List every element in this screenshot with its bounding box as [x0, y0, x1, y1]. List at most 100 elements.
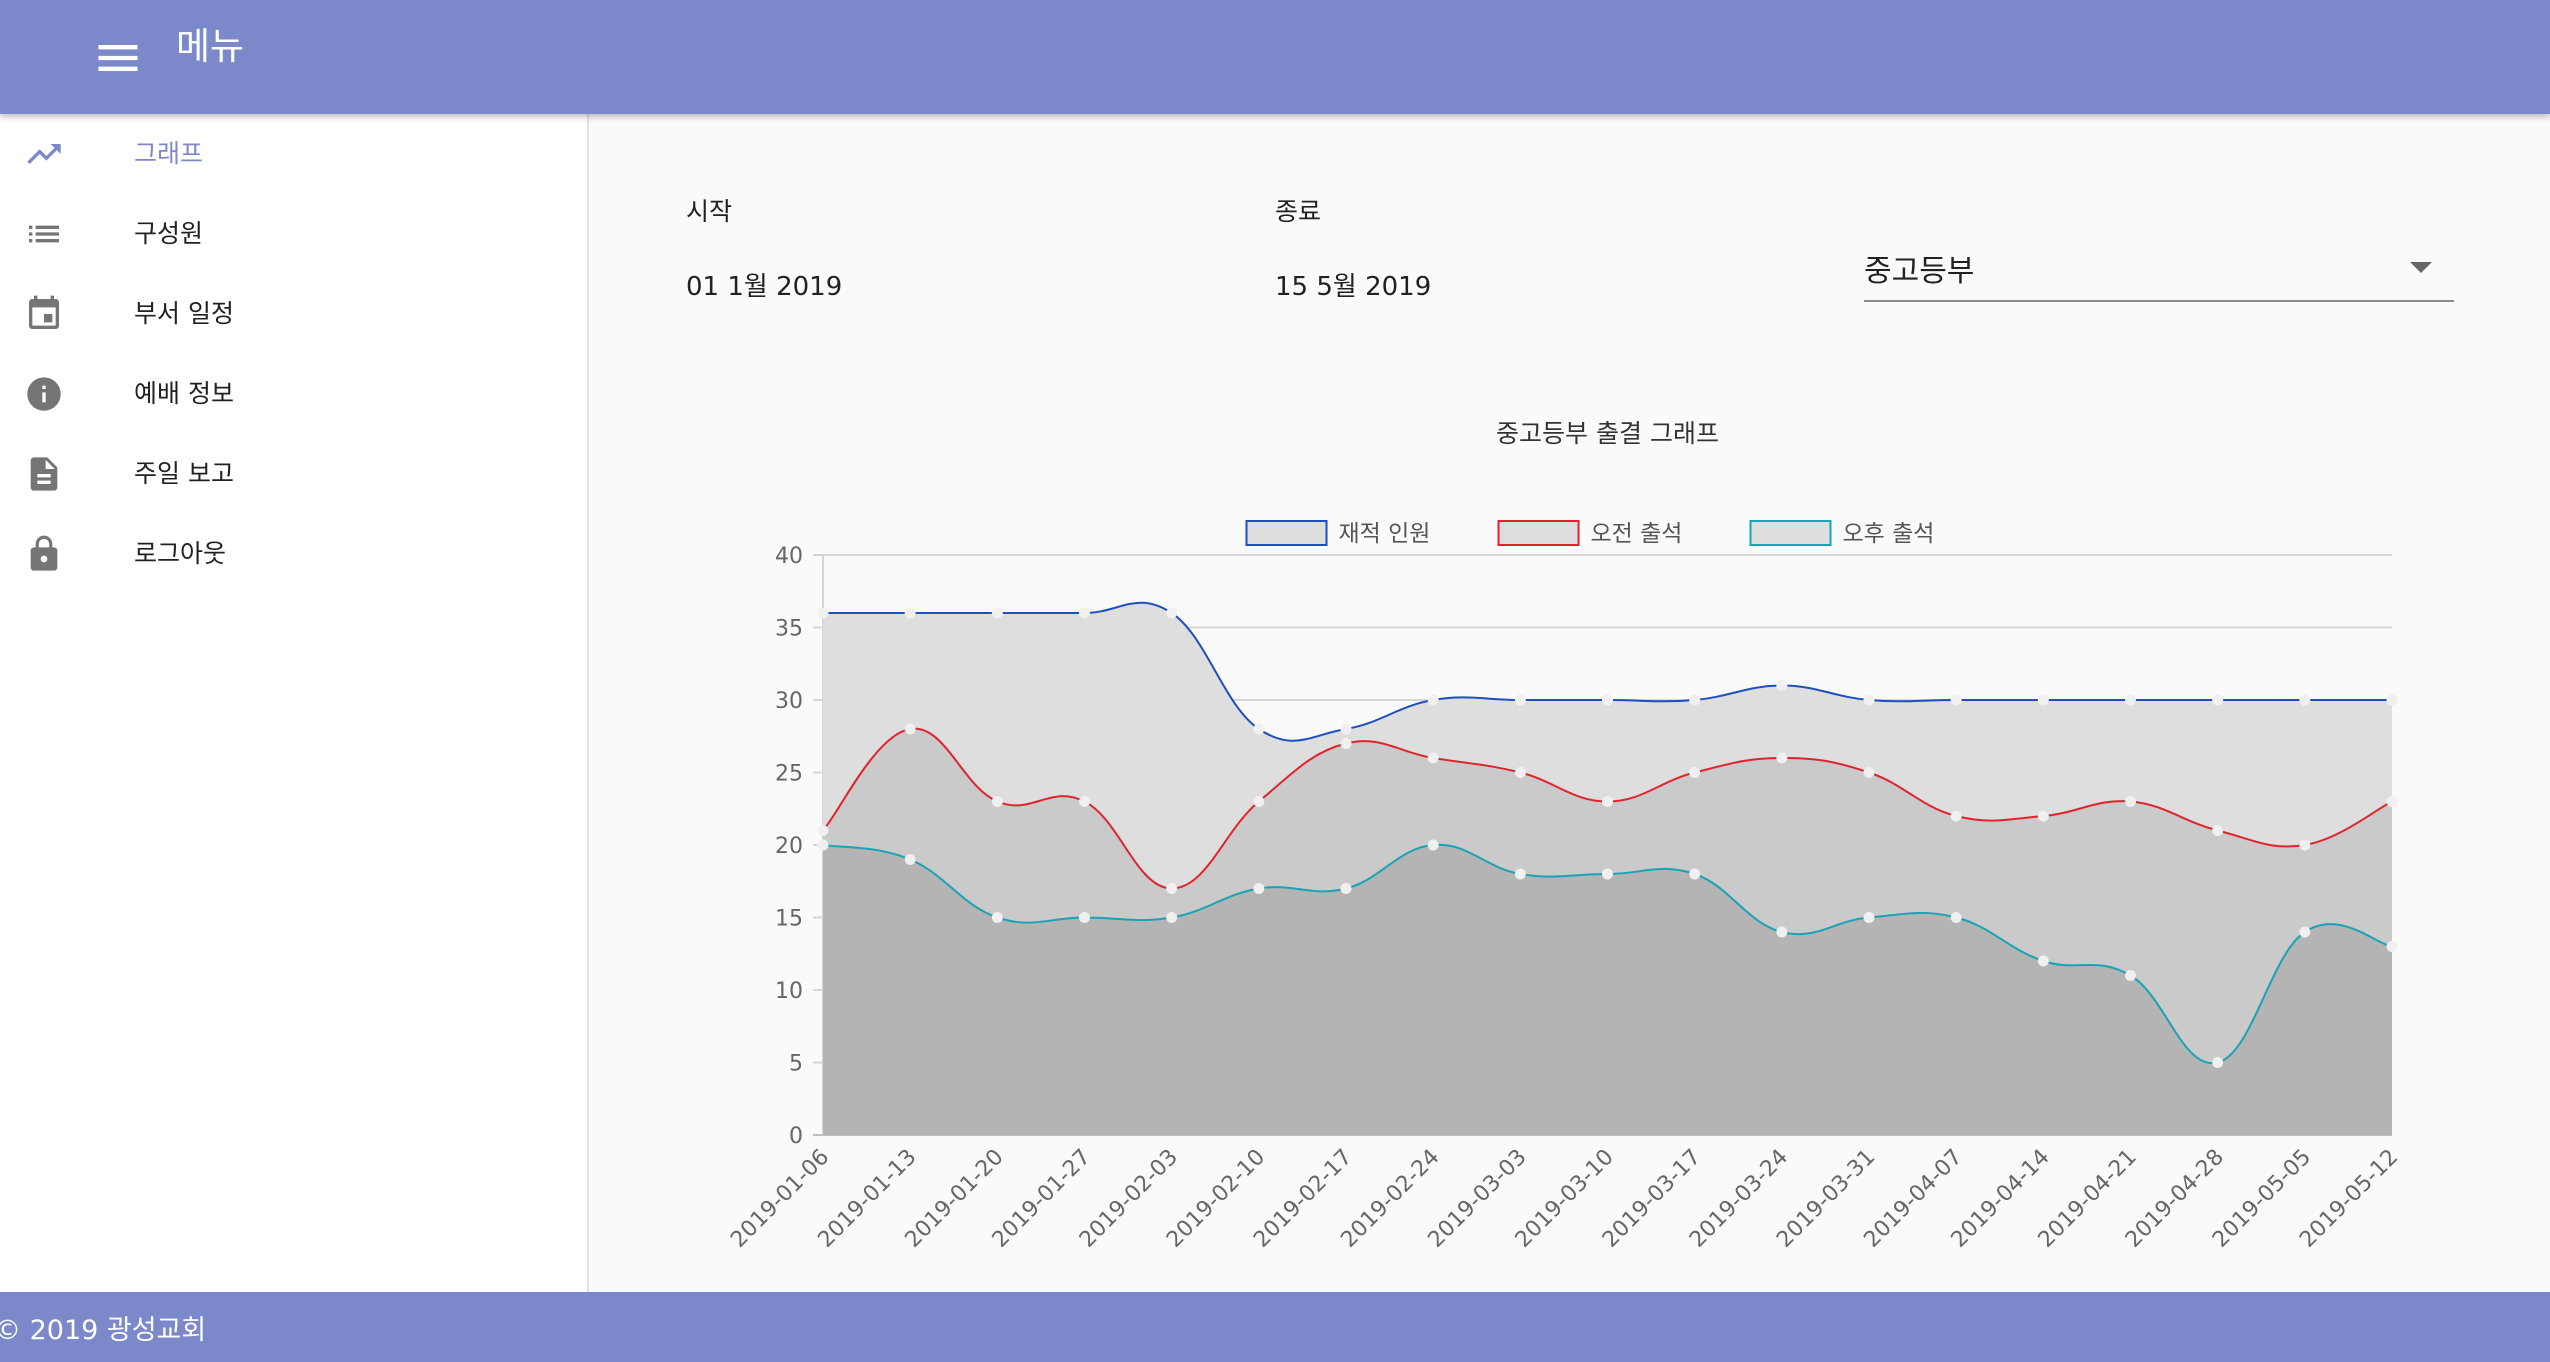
list-icon	[24, 214, 64, 254]
data-point	[817, 607, 829, 619]
y-tick-label: 25	[775, 762, 803, 787]
data-point	[2125, 694, 2136, 706]
data-point	[2299, 694, 2311, 706]
data-point	[2212, 825, 2224, 836]
data-point	[1776, 926, 1788, 938]
data-point	[1253, 796, 1265, 807]
app-title: 메뉴	[176, 25, 245, 68]
data-point	[1166, 883, 1178, 894]
start-date-label: 시작	[686, 197, 733, 226]
sidebar-item-label: 그래프	[134, 139, 204, 168]
data-point	[1427, 752, 1439, 764]
y-tick-label: 30	[775, 689, 803, 714]
data-point	[1427, 694, 1439, 706]
data-point	[2386, 941, 2398, 952]
data-point	[817, 839, 829, 851]
end-date-label: 종료	[1275, 197, 1322, 226]
data-point	[1514, 767, 1526, 778]
legend-swatch	[1497, 520, 1580, 546]
data-point	[2125, 796, 2136, 807]
data-point	[1253, 883, 1265, 894]
data-point	[1079, 607, 1090, 619]
document-icon	[24, 454, 64, 494]
data-point	[904, 854, 916, 865]
department-select-value: 중고등부	[1864, 254, 1975, 289]
end-date-field[interactable]: 15 5월 2019	[1275, 272, 1432, 302]
data-point	[1863, 912, 1875, 923]
sidebar-item-label: 로그아웃	[134, 539, 227, 568]
y-tick-label: 0	[789, 1124, 803, 1149]
data-point	[1514, 868, 1526, 880]
data-point	[1863, 694, 1875, 706]
main-content: 시작 01 1월 2019 종료 15 5월 2019 중고등부 중고등부 출결…	[589, 114, 2550, 1292]
data-point	[1602, 868, 1613, 880]
y-tick-label: 40	[775, 544, 803, 569]
app-bar: 메뉴	[0, 0, 2550, 114]
data-point	[2299, 926, 2311, 938]
data-point	[1689, 868, 1701, 880]
sidebar-item-label: 주일 보고	[134, 459, 234, 488]
hamburger-menu-icon[interactable]	[92, 32, 144, 84]
y-tick-label: 10	[775, 979, 803, 1004]
data-point	[2386, 694, 2398, 706]
sidebar-item-members[interactable]: 구성원	[0, 194, 587, 274]
data-point	[1602, 796, 1613, 807]
data-point	[1776, 680, 1788, 691]
data-point	[1776, 752, 1788, 764]
calendar-icon	[24, 294, 64, 334]
dropdown-arrow-icon	[2410, 262, 2432, 273]
sidebar-item-sunday-report[interactable]: 주일 보고	[0, 434, 587, 514]
lock-icon	[24, 534, 64, 574]
data-point	[1166, 912, 1178, 923]
department-select[interactable]: 중고등부	[1864, 228, 2454, 302]
y-tick-label: 15	[775, 907, 803, 932]
area-fill-series-3	[823, 844, 2392, 1135]
data-point	[904, 607, 916, 619]
attendance-chart: 중고등부 출결 그래프05101520253035402019-01-06201…	[726, 419, 2403, 1253]
legend-label: 오전 출석	[1591, 521, 1683, 547]
legend-swatch	[1245, 520, 1328, 546]
sidebar-item-schedule[interactable]: 부서 일정	[0, 274, 587, 354]
data-point	[1340, 723, 1352, 735]
data-point	[1253, 723, 1265, 735]
sidebar-item-worship-info[interactable]: 예배 정보	[0, 354, 587, 434]
legend-label: 재적 인원	[1339, 521, 1431, 547]
y-tick-label: 5	[789, 1052, 803, 1077]
footer-copyright: © 2019 광성교회	[0, 1315, 207, 1346]
footer: © 2019 광성교회	[0, 1292, 2550, 1362]
sidebar-item-label: 구성원	[134, 219, 204, 248]
chart-title: 중고등부 출결 그래프	[1496, 419, 1719, 448]
data-point	[2299, 839, 2311, 851]
data-point	[991, 796, 1003, 807]
data-point	[1602, 694, 1613, 706]
start-date-field[interactable]: 01 1월 2019	[686, 272, 843, 302]
data-point	[2386, 796, 2398, 807]
data-point	[991, 912, 1003, 923]
data-point	[2037, 810, 2049, 822]
legend-label: 오후 출석	[1843, 521, 1935, 547]
data-point	[1427, 839, 1439, 851]
sidebar: 그래프 구성원 부서 일정 예배 정보 주일 보고 로그아웃	[0, 114, 589, 1292]
data-point	[991, 607, 1003, 619]
data-point	[1950, 810, 1962, 822]
sidebar-item-label: 예배 정보	[134, 379, 234, 408]
data-point	[2125, 970, 2136, 981]
data-point	[2037, 694, 2049, 706]
y-tick-label: 35	[775, 617, 803, 642]
y-tick-label: 20	[775, 834, 803, 859]
data-point	[1863, 767, 1875, 778]
info-icon	[24, 374, 64, 414]
sidebar-item-logout[interactable]: 로그아웃	[0, 514, 587, 594]
data-point	[1166, 607, 1178, 619]
legend-swatch	[1749, 520, 1832, 546]
data-point	[1950, 912, 1962, 923]
data-point	[1079, 796, 1090, 807]
data-point	[1950, 694, 1962, 706]
data-point	[1689, 767, 1701, 778]
data-point	[1340, 738, 1352, 749]
trending-up-icon	[24, 134, 64, 174]
data-point	[1514, 694, 1526, 706]
data-point	[817, 825, 829, 836]
sidebar-item-graph[interactable]: 그래프	[0, 114, 587, 194]
data-point	[904, 723, 916, 735]
